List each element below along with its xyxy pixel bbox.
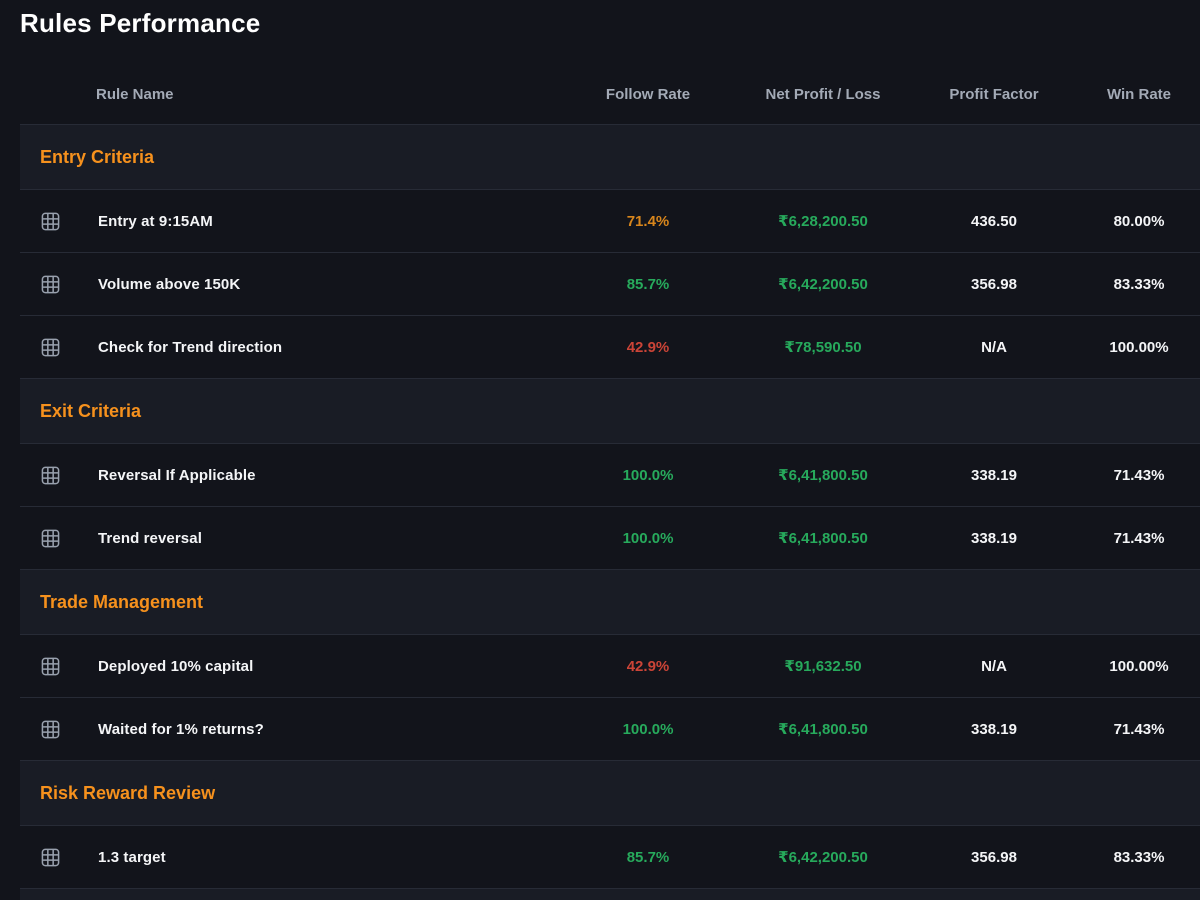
rule-name: Entry at 9:15AM [98, 212, 213, 230]
table-grid-icon [40, 465, 60, 485]
table-grid-icon [40, 656, 60, 676]
net-profit-loss-value: ₹91,632.50 [784, 658, 862, 675]
rule-row[interactable]: 1.3 target 85.7% ₹6,42,200.50 356.98 83.… [20, 825, 1200, 888]
net-profit-loss-value: ₹6,41,800.50 [778, 530, 868, 547]
rule-name: Volume above 150K [98, 275, 241, 293]
table-body: Entry Criteria Entry at 9:15AM 71.4% ₹6,… [20, 124, 1200, 888]
profit-factor-value: 338.19 [971, 466, 1017, 484]
rule-row[interactable]: Volume above 150K 85.7% ₹6,42,200.50 356… [20, 252, 1200, 315]
win-rate-value: 100.00% [1109, 338, 1169, 356]
rule-row[interactable]: Check for Trend direction 42.9% ₹78,590.… [20, 315, 1200, 378]
win-rate-value: 100.00% [1109, 657, 1169, 675]
win-rate-value: 80.00% [1113, 212, 1165, 230]
win-rate-value: 71.43% [1113, 720, 1165, 738]
rule-name: Deployed 10% capital [98, 657, 254, 675]
rule-name: Reversal If Applicable [98, 466, 256, 484]
section-header-row: Trade Management [20, 569, 1200, 634]
column-header-net-profit-loss: Net Profit / Loss [765, 85, 881, 103]
follow-rate-value: 85.7% [626, 275, 670, 293]
table-grid-icon [40, 211, 60, 231]
profit-factor-value: 436.50 [971, 212, 1017, 230]
follow-rate-value: 100.0% [622, 466, 674, 484]
follow-rate-value: 85.7% [626, 848, 670, 866]
rule-name: Trend reversal [98, 529, 202, 547]
section-header-row: Exit Criteria [20, 378, 1200, 443]
profit-factor-value: 356.98 [971, 848, 1017, 866]
profit-factor-value: 338.19 [971, 529, 1017, 547]
net-profit-loss-value: ₹6,28,200.50 [778, 213, 868, 230]
profit-factor-value: N/A [981, 338, 1007, 356]
follow-rate-value: 100.0% [622, 720, 674, 738]
follow-rate-value: 71.4% [626, 212, 670, 230]
page-title: Rules Performance [20, 8, 261, 38]
rule-row[interactable]: Deployed 10% capital 42.9% ₹91,632.50 N/… [20, 634, 1200, 697]
table-grid-icon [40, 719, 60, 739]
rules-performance-table: Rule Name Follow Rate Net Profit / Loss … [20, 64, 1200, 900]
rule-row[interactable]: Trend reversal 100.0% ₹6,41,800.50 338.1… [20, 506, 1200, 569]
net-profit-loss-value: ₹78,590.50 [784, 339, 862, 356]
profit-factor-value: 356.98 [971, 275, 1017, 293]
column-header-profit-factor: Profit Factor [949, 85, 1039, 103]
net-profit-loss-value: ₹6,42,200.50 [778, 276, 868, 293]
follow-rate-value: 42.9% [626, 657, 670, 675]
net-profit-loss-value: ₹6,41,800.50 [778, 721, 868, 738]
table-grid-icon [40, 528, 60, 548]
table-header-row: Rule Name Follow Rate Net Profit / Loss … [20, 64, 1200, 124]
column-header-rule-name: Rule Name [96, 85, 174, 103]
section-header-row: Risk Reward Review [20, 760, 1200, 825]
win-rate-value: 71.43% [1113, 529, 1165, 547]
column-header-win-rate: Win Rate [1106, 85, 1172, 103]
follow-rate-value: 100.0% [622, 529, 674, 547]
win-rate-value: 83.33% [1113, 848, 1165, 866]
table-grid-icon [40, 847, 60, 867]
section-header-row: Entry Criteria [20, 124, 1200, 189]
rule-name: Waited for 1% returns? [98, 720, 264, 738]
profit-factor-value: N/A [981, 657, 1007, 675]
net-profit-loss-value: ₹6,42,200.50 [778, 849, 868, 866]
section-title: Entry Criteria [40, 146, 155, 167]
section-title: Trade Management [40, 591, 204, 612]
rule-name: 1.3 target [98, 848, 166, 866]
win-rate-value: 83.33% [1113, 275, 1165, 293]
section-title: Exit Criteria [40, 400, 142, 421]
follow-rate-value: 42.9% [626, 338, 670, 356]
section-title: Risk Reward Review [40, 782, 216, 803]
rule-row[interactable]: Reversal If Applicable 100.0% ₹6,41,800.… [20, 443, 1200, 506]
table-grid-icon [40, 337, 60, 357]
win-rate-value: 71.43% [1113, 466, 1165, 484]
net-profit-loss-value: ₹6,41,800.50 [778, 467, 868, 484]
profit-factor-value: 338.19 [971, 720, 1017, 738]
rule-name: Check for Trend direction [98, 338, 283, 356]
column-header-follow-rate: Follow Rate [605, 85, 691, 103]
rule-row[interactable]: Waited for 1% returns? 100.0% ₹6,41,800.… [20, 697, 1200, 760]
table-grid-icon [40, 274, 60, 294]
next-section-row-cutoff [20, 888, 1200, 900]
rule-row[interactable]: Entry at 9:15AM 71.4% ₹6,28,200.50 436.5… [20, 189, 1200, 252]
